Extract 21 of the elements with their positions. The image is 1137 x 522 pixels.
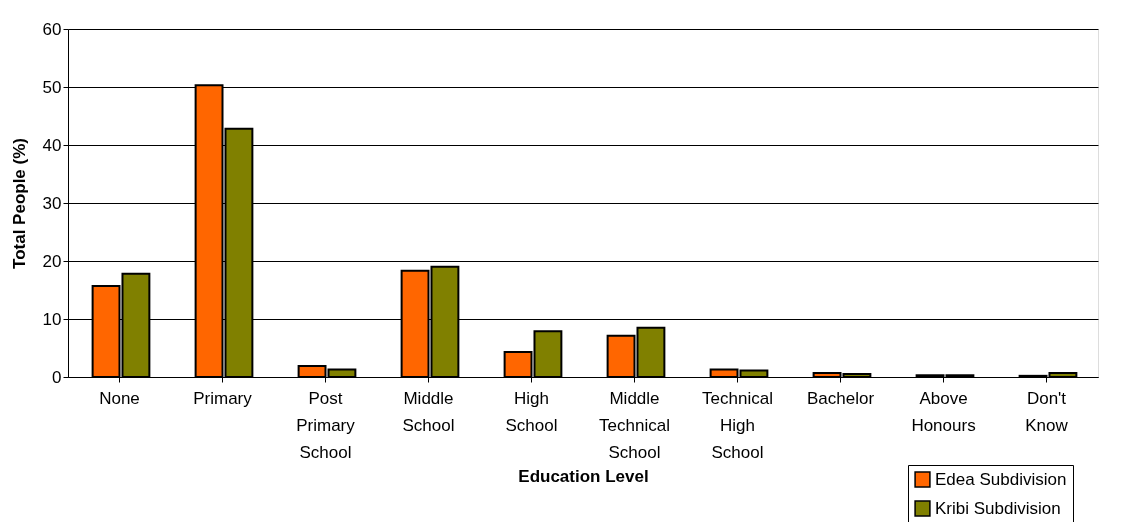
y-tick-label: 20 [42,251,62,271]
x-tick-label: Post Primary School [296,388,356,462]
x-tick-label: High School [505,388,558,435]
x-axis-title: Education Level [518,466,649,486]
x-tick-label: Middle School [402,388,455,435]
legend-label: Kribi Subdivision [935,498,1061,518]
x-tick-label: Primary [193,388,253,408]
y-tick-label: 50 [42,77,62,97]
x-tick-label: Above Honours [911,388,976,435]
x-tick-label: Technical High School [702,388,773,462]
y-tick-label: 40 [42,135,62,155]
y-tick-label: 60 [42,19,62,39]
y-tick-label: 10 [42,309,62,329]
legend-label: Edea Subdivision [935,469,1067,489]
y-tick-label: 30 [42,193,62,213]
x-tick-label: Don't Know [1025,388,1069,435]
y-axis-title: Total People (%) [9,138,29,269]
x-tick-label: None [99,388,140,408]
x-tick-label: Middle Technical School [599,388,670,462]
y-tick-label: 0 [52,367,62,387]
x-tick-label: Bachelor [806,388,875,408]
